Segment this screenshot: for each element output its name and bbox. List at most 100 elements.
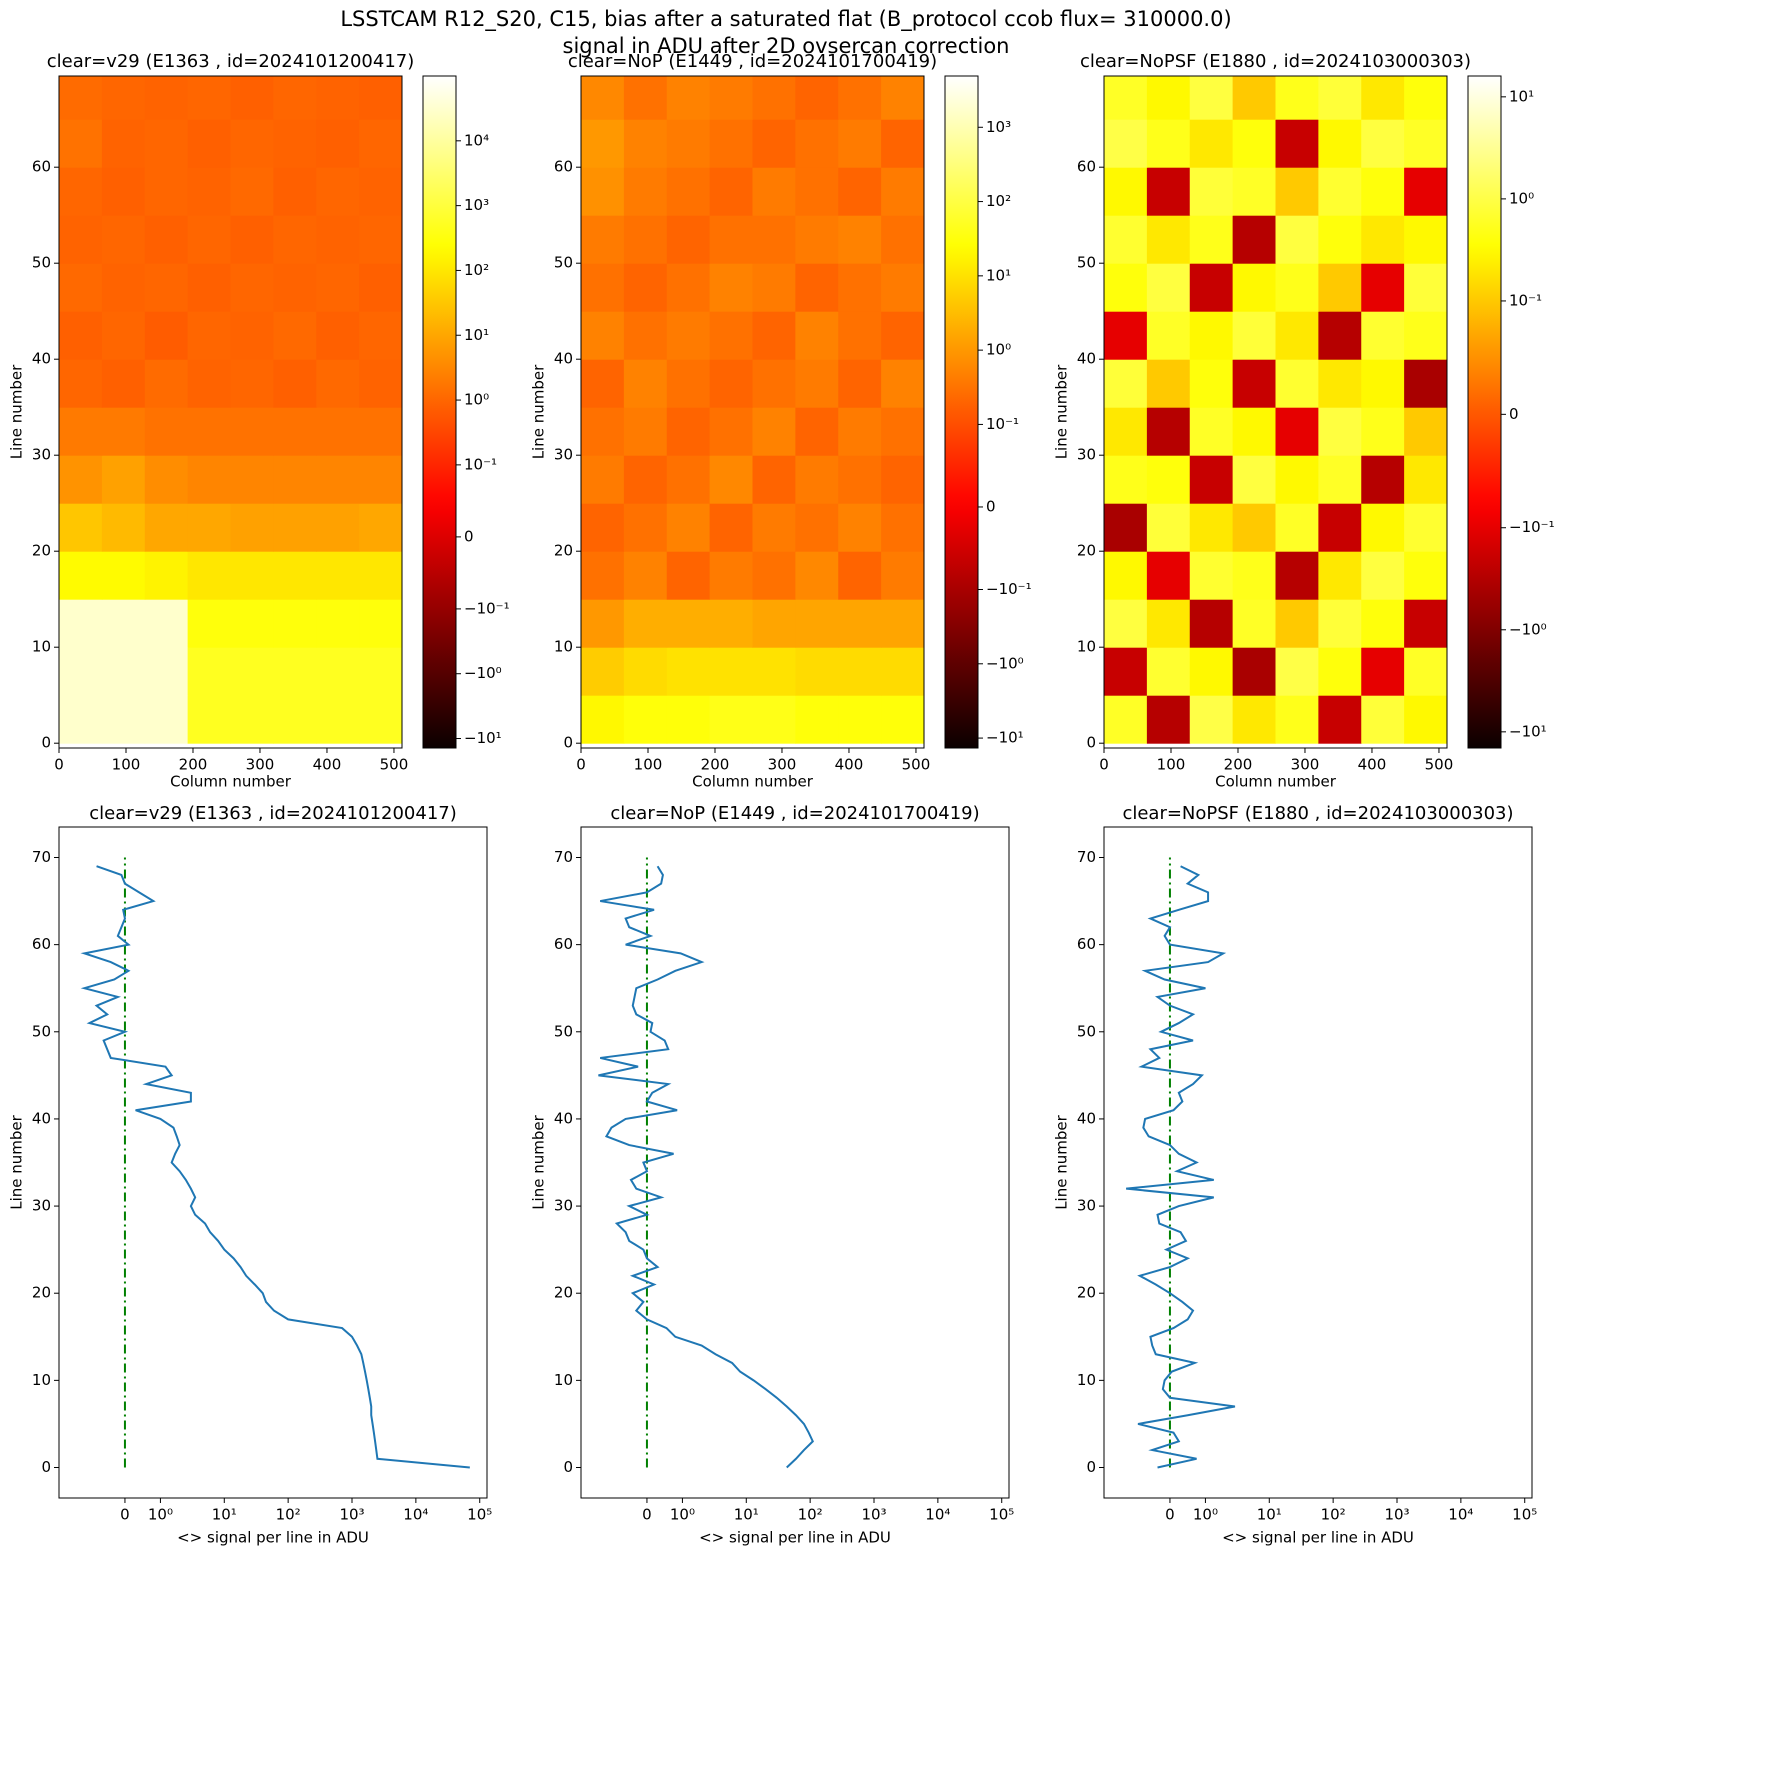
heatmap-cell: [1189, 359, 1234, 408]
heatmap-cell: [623, 407, 668, 456]
x-tick-label: 10³: [339, 1506, 364, 1524]
heatmap-cell: [1189, 647, 1234, 696]
heatmap-cell: [1404, 311, 1447, 360]
heatmap-cell: [1275, 695, 1319, 744]
heatmap-cell: [1104, 263, 1148, 312]
plot-title: clear=NoP (E1449 , id=2024101700419): [568, 51, 937, 72]
heatmap-cell: [1318, 695, 1362, 744]
y-axis-label: Line number: [8, 364, 26, 459]
heatmap-cell: [359, 551, 402, 600]
heatmap-cell: [1275, 263, 1319, 312]
heatmap-cell: [795, 215, 839, 264]
colorbar-tick-label: −10¹: [1509, 722, 1547, 740]
x-tick-label: 10²: [798, 1506, 823, 1524]
x-tick-label: 400: [1358, 756, 1387, 774]
heatmap-cell: [1318, 76, 1362, 120]
x-tick-label: 0: [1099, 756, 1109, 774]
heatmap-cell: [144, 503, 189, 552]
heatmap-cell: [273, 215, 317, 264]
heatmap-cell: [59, 359, 103, 408]
colorbar-tick-label: −10⁰: [464, 664, 502, 682]
y-tick-label: 60: [32, 935, 51, 953]
heatmap-cell: [144, 119, 189, 168]
heatmap-cell: [838, 263, 882, 312]
heatmap-cell: [752, 455, 796, 504]
heatmap-cell: [316, 599, 360, 648]
heatmap-cell: [666, 455, 711, 504]
data-line: [80, 865, 470, 1469]
heatmap-cell: [359, 119, 402, 168]
heatmap-cell: [59, 551, 103, 600]
heatmap-cell: [187, 76, 231, 120]
heatmap-cell: [1404, 215, 1447, 264]
heatmap-cell: [316, 455, 360, 504]
heatmap-cell: [59, 263, 103, 312]
heatmap-cell: [581, 599, 625, 648]
heatmap-cell: [623, 551, 668, 600]
heatmap-cell: [59, 311, 103, 360]
y-tick-label: 50: [32, 1022, 51, 1040]
y-tick-label: 50: [1077, 1022, 1096, 1040]
heatmap-cell: [623, 359, 668, 408]
heatmap-cell: [1361, 311, 1405, 360]
heatmap-cell: [1318, 599, 1362, 648]
heatmap-cell: [709, 551, 753, 600]
heatmap-cell: [144, 311, 189, 360]
y-tick-label: 10: [554, 638, 573, 656]
heatmap-cell: [881, 647, 924, 696]
x-tick-label: 200: [701, 756, 730, 774]
heatmap-cell: [101, 647, 146, 696]
heatmap-cell: [838, 119, 882, 168]
heatmap-cell: [581, 647, 625, 696]
heatmap-cell: [273, 263, 317, 312]
heatmap-cell: [752, 503, 796, 552]
heatmap-cell: [316, 311, 360, 360]
heatmap-cell: [1232, 503, 1276, 552]
x-axis-label: <> signal per line in ADU: [1222, 1529, 1414, 1547]
heatmap-cell: [101, 76, 146, 120]
x-tick-label: 200: [179, 756, 208, 774]
heatmap-cell: [1318, 407, 1362, 456]
heatmap-cell: [273, 695, 317, 744]
heatmap-cell: [1146, 359, 1191, 408]
heatmap-cell: [1104, 311, 1148, 360]
y-tick-label: 20: [1077, 1284, 1096, 1302]
colorbar-tick-label: 10⁰: [1509, 189, 1534, 207]
y-tick-label: 0: [563, 734, 573, 752]
heatmap-cell: [1189, 76, 1234, 120]
heatmap-cell: [752, 407, 796, 456]
y-tick-label: 30: [1077, 446, 1096, 464]
x-tick-label: 100: [1157, 756, 1186, 774]
heatmap-cell: [581, 551, 625, 600]
heatmap-cell: [1361, 407, 1405, 456]
heatmap-cell: [623, 311, 668, 360]
heatmap-cell: [359, 359, 402, 408]
heatmap-cell: [752, 119, 796, 168]
heatmap-cell: [144, 695, 189, 744]
heatmap-cell: [230, 551, 274, 600]
heatmap-cell: [666, 359, 711, 408]
heatmap-cell: [1146, 503, 1191, 552]
heatmap-cell: [1146, 647, 1191, 696]
heatmap-cell: [881, 695, 924, 744]
colorbar-tick-label: 10⁻¹: [986, 415, 1019, 433]
heatmap-cell: [187, 551, 231, 600]
colorbar-tick-label: 10²: [986, 192, 1011, 210]
heatmap-cell: [230, 647, 274, 696]
heatmap-cell: [881, 551, 924, 600]
heatmap-cell: [666, 167, 711, 216]
heatmap-cell: [752, 215, 796, 264]
heatmap-cell: [273, 455, 317, 504]
heatmap-cell: [838, 647, 882, 696]
heatmap-cell: [581, 215, 625, 264]
heatmap-cell: [1404, 455, 1447, 504]
heatmap-cell: [1189, 167, 1234, 216]
x-tick-label: 500: [380, 756, 409, 774]
x-tick-label: 10³: [861, 1506, 886, 1524]
heatmap-cell: [795, 551, 839, 600]
heatmap-cell: [838, 599, 882, 648]
heatmap-cell: [709, 359, 753, 408]
heatmap-cell: [1232, 215, 1276, 264]
heatmap-cell: [1361, 263, 1405, 312]
